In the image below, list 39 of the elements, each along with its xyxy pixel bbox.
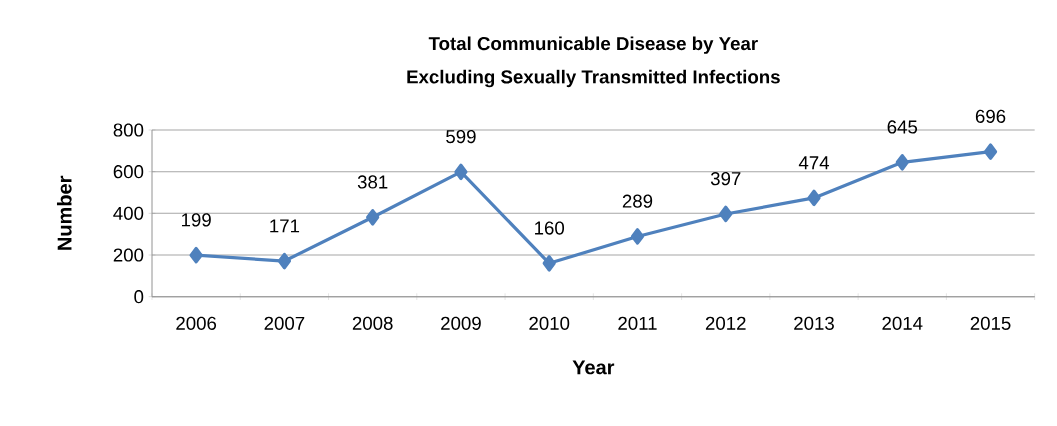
data-label: 474	[798, 156, 830, 170]
data-label: 381	[357, 175, 388, 189]
x-axis-title: Year	[572, 360, 615, 375]
x-tick-label: 2013	[794, 316, 834, 330]
x-tick-label: 2011	[618, 316, 657, 330]
data-label: 645	[887, 120, 918, 134]
chart-subtitle: Excluding Sexually Transmitted Infections	[407, 69, 780, 88]
point	[277, 252, 292, 270]
chart-title: Total Communicable Disease by Year	[428, 36, 758, 54]
data-label: 289	[622, 194, 653, 208]
data-label: 171	[270, 219, 300, 233]
point	[542, 255, 556, 272]
x-tick-label: 2012	[705, 316, 746, 330]
point	[807, 189, 821, 207]
y-tick-label: 800	[113, 123, 144, 137]
data-label: 199	[181, 213, 211, 227]
data-label: 696	[975, 109, 1006, 123]
y-tick-label: 600	[113, 165, 144, 179]
y-tick-label: 0	[134, 290, 144, 304]
data-label: 599	[446, 129, 476, 144]
point	[983, 143, 998, 160]
point	[719, 205, 733, 223]
y-tick-label: 400	[113, 206, 144, 220]
point	[189, 246, 203, 264]
point	[895, 154, 909, 171]
point	[454, 163, 468, 181]
x-tick-label: 2008	[352, 316, 393, 330]
point	[366, 209, 380, 226]
x-tick-label: 2009	[441, 316, 481, 330]
y-axis-title: Number	[56, 175, 72, 250]
x-tick-label: 2006	[176, 316, 217, 330]
x-tick-label: 2010	[529, 316, 570, 330]
data-label: 397	[710, 172, 741, 186]
y-tick-label: 200	[113, 248, 144, 262]
data-label: 160	[535, 221, 565, 235]
x-tick-label: 2007	[264, 316, 305, 330]
point	[630, 228, 645, 245]
x-tick-label: 2015	[970, 316, 1011, 330]
x-tick-label: 2014	[882, 316, 923, 330]
